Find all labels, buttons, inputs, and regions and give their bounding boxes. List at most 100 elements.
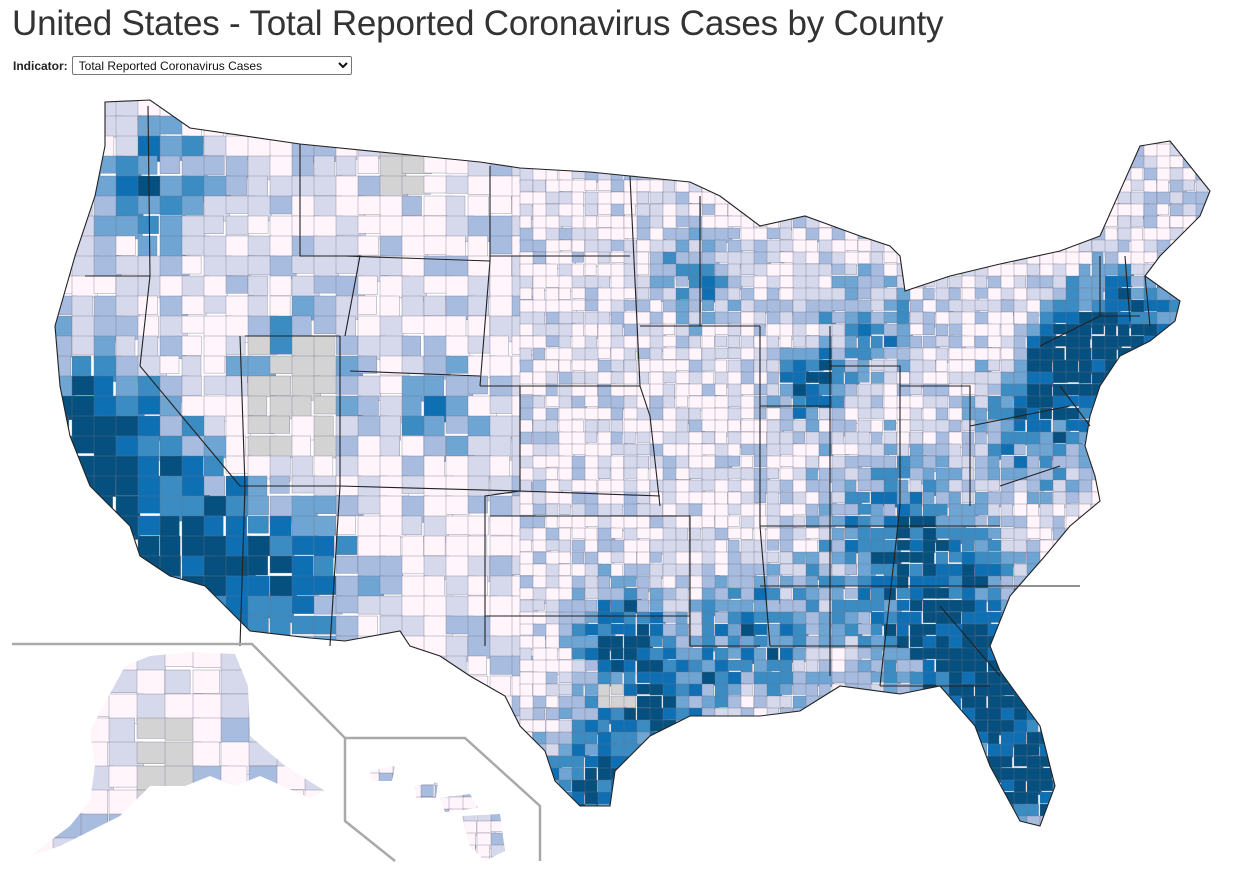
county-shape[interactable] [740,155,759,167]
county-shape[interactable] [909,527,924,540]
county-shape[interactable] [948,479,963,492]
county-shape[interactable] [870,695,883,708]
county-shape[interactable] [961,791,980,807]
county-shape[interactable] [1039,479,1055,491]
county-shape[interactable] [1117,563,1134,576]
county-shape[interactable] [727,455,740,467]
county-shape[interactable] [597,443,612,458]
county-shape[interactable] [870,563,886,575]
county-shape[interactable] [1208,143,1225,158]
county-shape[interactable] [164,669,191,694]
county-shape[interactable] [1078,719,1091,734]
county-shape[interactable] [1104,143,1121,158]
county-shape[interactable] [727,731,742,743]
county-shape[interactable] [467,515,490,536]
county-shape[interactable] [974,503,989,516]
county-shape[interactable] [688,203,701,217]
county-shape[interactable] [1065,671,1081,687]
county-shape[interactable] [1169,791,1184,806]
county-shape[interactable] [662,767,676,781]
county-shape[interactable] [462,784,477,797]
county-shape[interactable] [1195,647,1213,663]
county-shape[interactable] [1078,551,1096,567]
county-shape[interactable] [857,587,871,601]
county-shape[interactable] [766,815,785,826]
county-shape[interactable] [896,755,910,767]
county-shape[interactable] [818,167,833,182]
county-shape[interactable] [1052,155,1067,168]
county-shape[interactable] [831,191,849,207]
county-shape[interactable] [1013,239,1031,256]
county-shape[interactable] [727,96,746,112]
county-shape[interactable] [974,215,990,228]
county-shape[interactable] [870,707,885,723]
county-shape[interactable] [203,335,227,357]
county-shape[interactable] [1039,719,1057,733]
county-shape[interactable] [1195,575,1212,590]
county-shape[interactable] [1130,431,1146,444]
county-shape[interactable] [434,820,448,834]
county-shape[interactable] [935,131,948,147]
county-shape[interactable] [987,479,1000,492]
county-shape[interactable] [857,491,870,503]
county-shape[interactable] [974,239,991,257]
county-shape[interactable] [662,743,680,756]
county-shape[interactable] [610,767,625,780]
county-shape[interactable] [1182,695,1198,708]
county-shape[interactable] [1182,275,1198,291]
county-shape[interactable] [909,767,926,782]
county-shape[interactable] [304,717,338,749]
county-shape[interactable] [961,119,978,132]
county-shape[interactable] [1052,755,1068,768]
county-shape[interactable] [1156,563,1171,575]
county-shape[interactable] [675,755,691,769]
county-shape[interactable] [831,251,847,265]
county-shape[interactable] [766,203,785,219]
county-shape[interactable] [740,263,755,275]
county-shape[interactable] [1143,671,1161,683]
county-shape[interactable] [192,717,225,743]
county-shape[interactable] [1000,455,1017,469]
county-shape[interactable] [727,539,740,554]
county-shape[interactable] [1195,503,1209,519]
county-shape[interactable] [675,96,693,110]
county-shape[interactable] [1143,803,1159,816]
county-shape[interactable] [857,311,872,324]
county-shape[interactable] [1195,371,1210,388]
county-shape[interactable] [1196,828,1211,843]
county-shape[interactable] [961,143,977,160]
county-shape[interactable] [545,96,562,111]
county-shape[interactable] [247,615,269,638]
county-shape[interactable] [922,179,936,196]
county-shape[interactable] [1117,527,1130,543]
county-shape[interactable] [1000,743,1014,758]
county-shape[interactable] [948,215,964,231]
county-shape[interactable] [1013,407,1030,420]
county-shape[interactable] [1195,719,1208,733]
county-shape[interactable] [1078,587,1095,604]
county-shape[interactable] [844,443,860,455]
county-shape[interactable] [445,135,474,157]
county-shape[interactable] [1195,803,1211,821]
county-shape[interactable] [1052,803,1066,818]
county-shape[interactable] [636,251,649,265]
county-shape[interactable] [159,155,181,174]
county-shape[interactable] [558,347,573,362]
county-shape[interactable] [727,287,741,302]
county-shape[interactable] [1117,383,1135,399]
county-shape[interactable] [805,215,822,230]
county-shape[interactable] [1182,251,1199,263]
county-shape[interactable] [379,595,405,616]
county-shape[interactable] [610,323,623,337]
county-shape[interactable] [702,828,715,843]
county-shape[interactable] [844,215,861,227]
county-shape[interactable] [649,779,667,796]
county-shape[interactable] [1117,491,1135,509]
county-shape[interactable] [701,155,714,169]
county-shape[interactable] [1195,767,1211,782]
county-shape[interactable] [857,155,875,172]
county-shape[interactable] [1065,227,1082,244]
county-shape[interactable] [1117,815,1133,827]
county-shape[interactable] [1117,467,1131,484]
county-shape[interactable] [50,695,71,720]
